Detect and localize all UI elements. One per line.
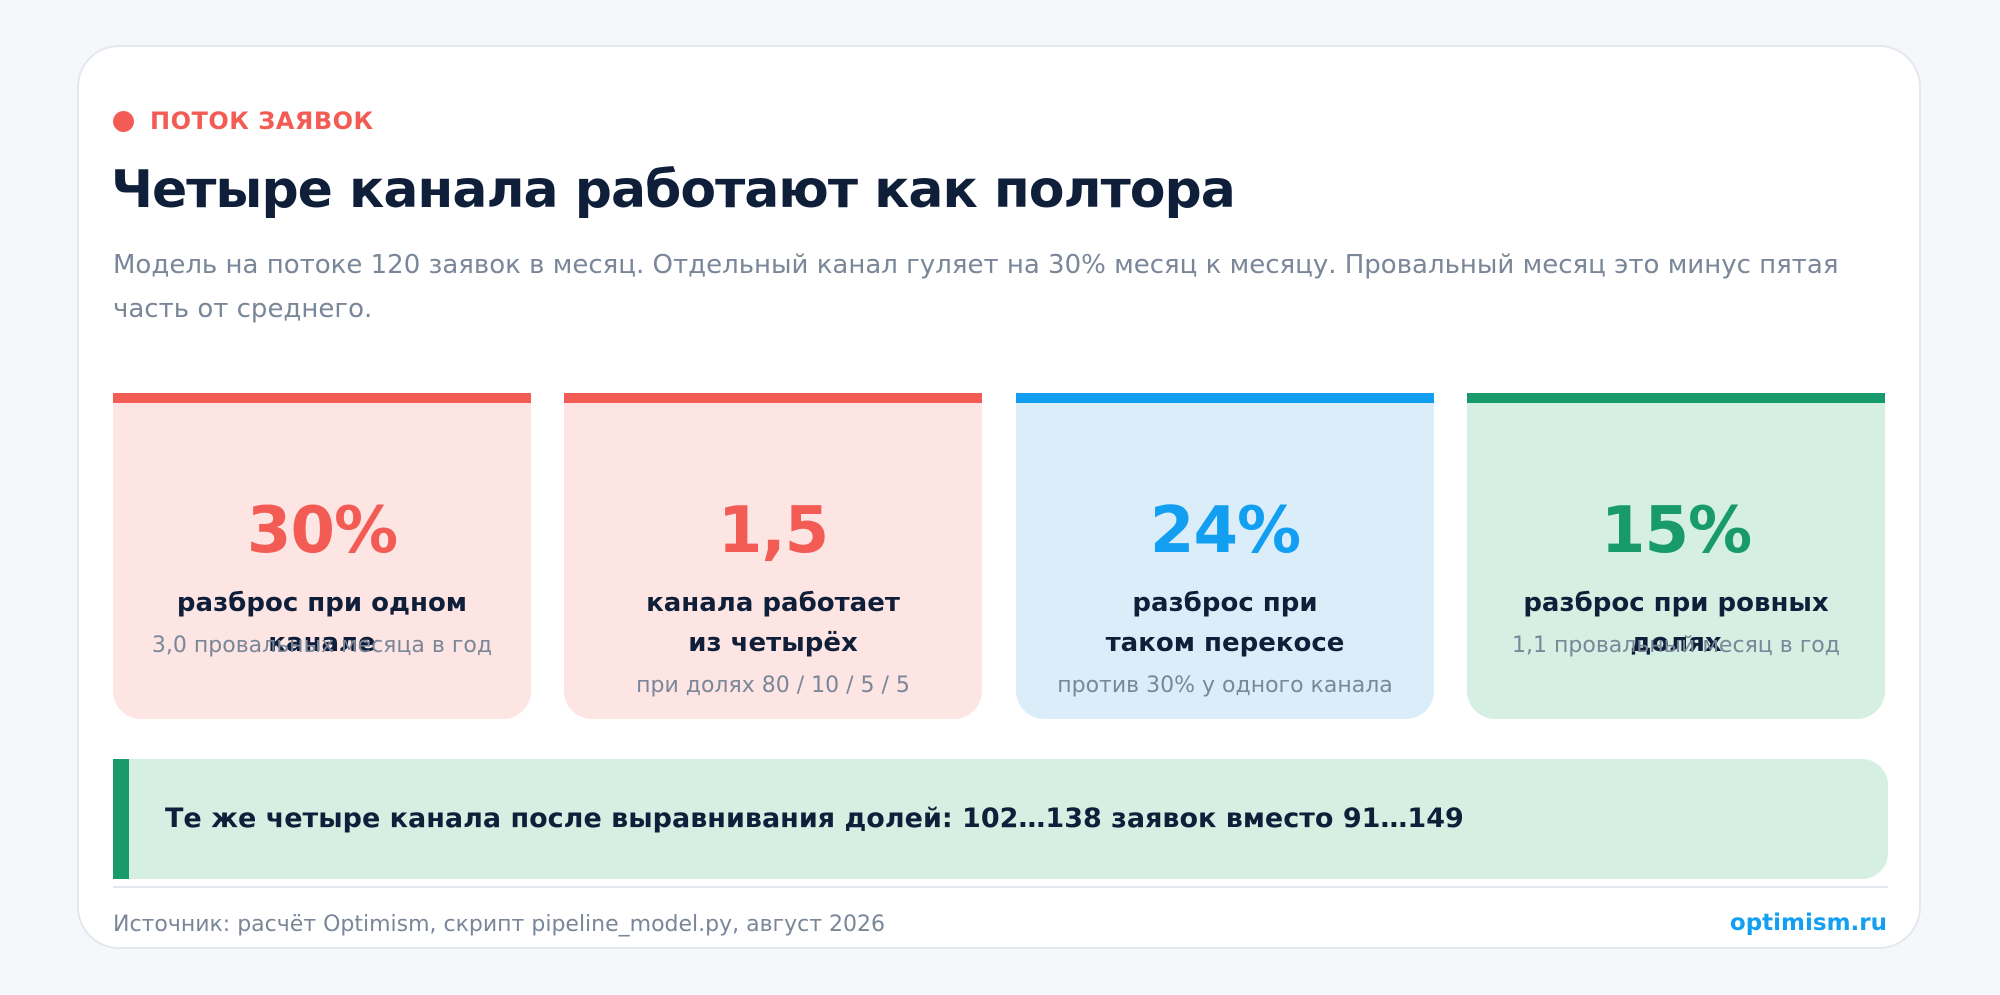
page-title: Четыре канала работают как полтора [111, 160, 1236, 220]
stat-note: против 30% у одного канала [1057, 673, 1393, 698]
eyebrow-label: ПОТОК ЗАЯВОК [150, 107, 374, 135]
stat-value: 1,5 [717, 494, 829, 568]
stat-note: при долях 80 / 10 / 5 / 5 [636, 673, 910, 698]
stat-card-effective-channels: 1,5 канала работает из четырёх при долях… [564, 393, 982, 719]
callout-box: Те же четыре канала после выравнивания д… [113, 759, 1888, 879]
stat-label: разброс при одном канале [176, 588, 468, 658]
stat-cards: 30% разброс при одном канале 3,0 проваль… [113, 393, 1885, 719]
stat-card-accent-bar [1016, 393, 1434, 403]
stat-card-accent-bar [564, 393, 982, 403]
stat-card-single-channel: 30% разброс при одном канале 3,0 проваль… [113, 393, 531, 719]
stat-value: 15% [1600, 494, 1752, 568]
source-note: Источник: расчёт Optimism, скрипт pipeli… [113, 912, 886, 937]
stat-label: разброс при таком перекосе [1105, 588, 1345, 658]
stat-label: канала работает из четырёх [646, 588, 900, 658]
page-subtitle: Модель на потоке 120 заявок в месяц. Отд… [113, 250, 1839, 324]
stat-label: разброс при ровных долях [1523, 588, 1829, 658]
stat-card-even-spread: 15% разброс при ровных долях 1,1 проваль… [1467, 393, 1885, 719]
stat-value: 24% [1149, 494, 1301, 568]
callout-text: Те же четыре канала после выравнивания д… [165, 803, 1464, 834]
eyebrow: ПОТОК ЗАЯВОК [113, 104, 374, 138]
callout-accent-bar [113, 759, 129, 879]
brand-link[interactable]: optimism.ru [1729, 910, 1887, 936]
stat-note: 1,1 провальный месяц в год [1512, 633, 1840, 658]
footer-divider [113, 886, 1888, 888]
stat-card-accent-bar [1467, 393, 1885, 403]
stat-card-skewed-spread: 24% разброс при таком перекосе против 30… [1016, 393, 1434, 719]
stat-card-accent-bar [113, 393, 531, 403]
stat-note: 3,0 провальных месяца в год [151, 633, 493, 658]
eyebrow-dot-icon [113, 110, 134, 132]
stat-value: 30% [246, 494, 398, 568]
